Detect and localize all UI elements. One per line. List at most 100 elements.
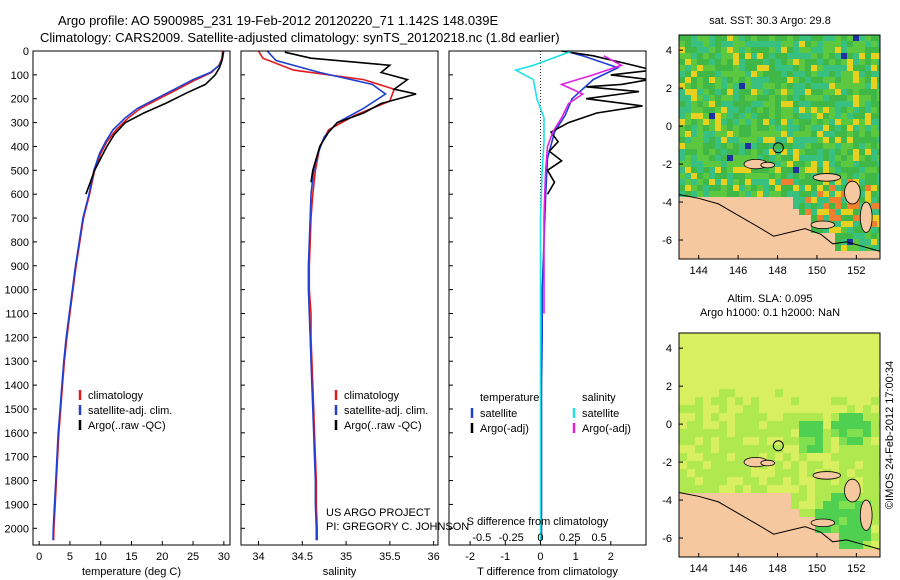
map-cell: [811, 47, 817, 53]
map-cell: [687, 429, 695, 437]
map-cell: [791, 461, 799, 469]
map-cell: [775, 461, 783, 469]
map-cell: [847, 143, 853, 149]
map-cell: [715, 209, 721, 215]
map-cell: [745, 191, 751, 197]
map-cell: [791, 533, 799, 541]
map-cell: [687, 421, 695, 429]
map-cell: [783, 365, 791, 373]
map-cell: [769, 71, 775, 77]
map-cell: [727, 413, 735, 421]
map-cell: [711, 373, 719, 381]
map-cell: [763, 59, 769, 65]
map-cell: [709, 35, 715, 41]
map-cell: [727, 477, 735, 485]
map-cell: [715, 197, 721, 203]
map-cell: [815, 381, 823, 389]
map-cell: [835, 89, 841, 95]
map-cell: [685, 65, 691, 71]
map-cell: [751, 119, 757, 125]
map-cell: [791, 549, 799, 557]
map-cell: [751, 143, 757, 149]
map-cell: [767, 477, 775, 485]
map-cell: [823, 257, 829, 259]
map-cell: [799, 413, 807, 421]
map-cell: [871, 83, 877, 89]
map-cell: [757, 47, 763, 53]
map-cell: [775, 233, 781, 239]
map-cell: [735, 437, 743, 445]
map-cell: [877, 215, 880, 221]
map-cell: [695, 501, 703, 509]
map-cell: [859, 137, 865, 143]
map-cell: [769, 47, 775, 53]
map-cell: [757, 131, 763, 137]
map-cell: [695, 333, 703, 341]
map-cell: [695, 421, 703, 429]
map-cell: [703, 381, 711, 389]
map-cell: [721, 65, 727, 71]
map-cell: [685, 209, 691, 215]
map-cell: [743, 525, 751, 533]
map-cell: [739, 161, 745, 167]
map-cell: [745, 143, 751, 149]
island: [844, 478, 861, 503]
map-cell: [775, 381, 783, 389]
map-cell: [769, 41, 775, 47]
map-cell: [781, 149, 787, 155]
map-cell: [735, 517, 743, 525]
map-cell: [807, 461, 815, 469]
map-cell: [865, 125, 871, 131]
map-cell: [817, 203, 823, 209]
map-cell: [829, 83, 835, 89]
map-cell: [769, 89, 775, 95]
map-cell: [757, 257, 763, 259]
map-cell: [863, 357, 871, 365]
y-tick-label: 400: [11, 141, 29, 153]
map-cell: [733, 65, 739, 71]
map-cell: [733, 149, 739, 155]
map-cell: [781, 209, 787, 215]
map-cell: [781, 137, 787, 143]
y-tick-label: 2000: [5, 523, 29, 535]
map-cell: [679, 209, 685, 215]
map-cell: [709, 131, 715, 137]
map-cell: [835, 149, 841, 155]
map-cell: [703, 517, 711, 525]
map-cell: [823, 381, 831, 389]
map-cell: [751, 245, 757, 251]
island: [810, 518, 836, 528]
map-cell: [757, 227, 763, 233]
map-cell: [697, 149, 703, 155]
map-cell: [793, 239, 799, 245]
map-cell: [687, 445, 695, 453]
map-cell: [759, 517, 767, 525]
map-cell: [709, 77, 715, 83]
map-cell: [781, 185, 787, 191]
map-cell: [871, 245, 877, 251]
map-cell: [691, 173, 697, 179]
map-cell: [831, 437, 839, 445]
map-cell: [775, 517, 783, 525]
map-cell: [703, 397, 711, 405]
map-cell: [679, 437, 687, 445]
map-cell: [823, 461, 831, 469]
y-tick-label: 100: [11, 70, 29, 82]
map-cell: [877, 239, 880, 245]
map-cell: [799, 421, 807, 429]
map-cell: [727, 107, 733, 113]
map-cell: [715, 71, 721, 77]
map-cell: [811, 41, 817, 47]
map-cell: [697, 137, 703, 143]
map-cell: [775, 215, 781, 221]
map-cell: [877, 71, 880, 77]
map-cell: [781, 101, 787, 107]
map-cell: [733, 137, 739, 143]
map-cell: [711, 485, 719, 493]
map-cell: [685, 35, 691, 41]
map-cell: [871, 71, 877, 77]
x-tick-label: 5: [67, 551, 73, 563]
map-cell: [817, 161, 823, 167]
map-cell: [859, 35, 865, 41]
